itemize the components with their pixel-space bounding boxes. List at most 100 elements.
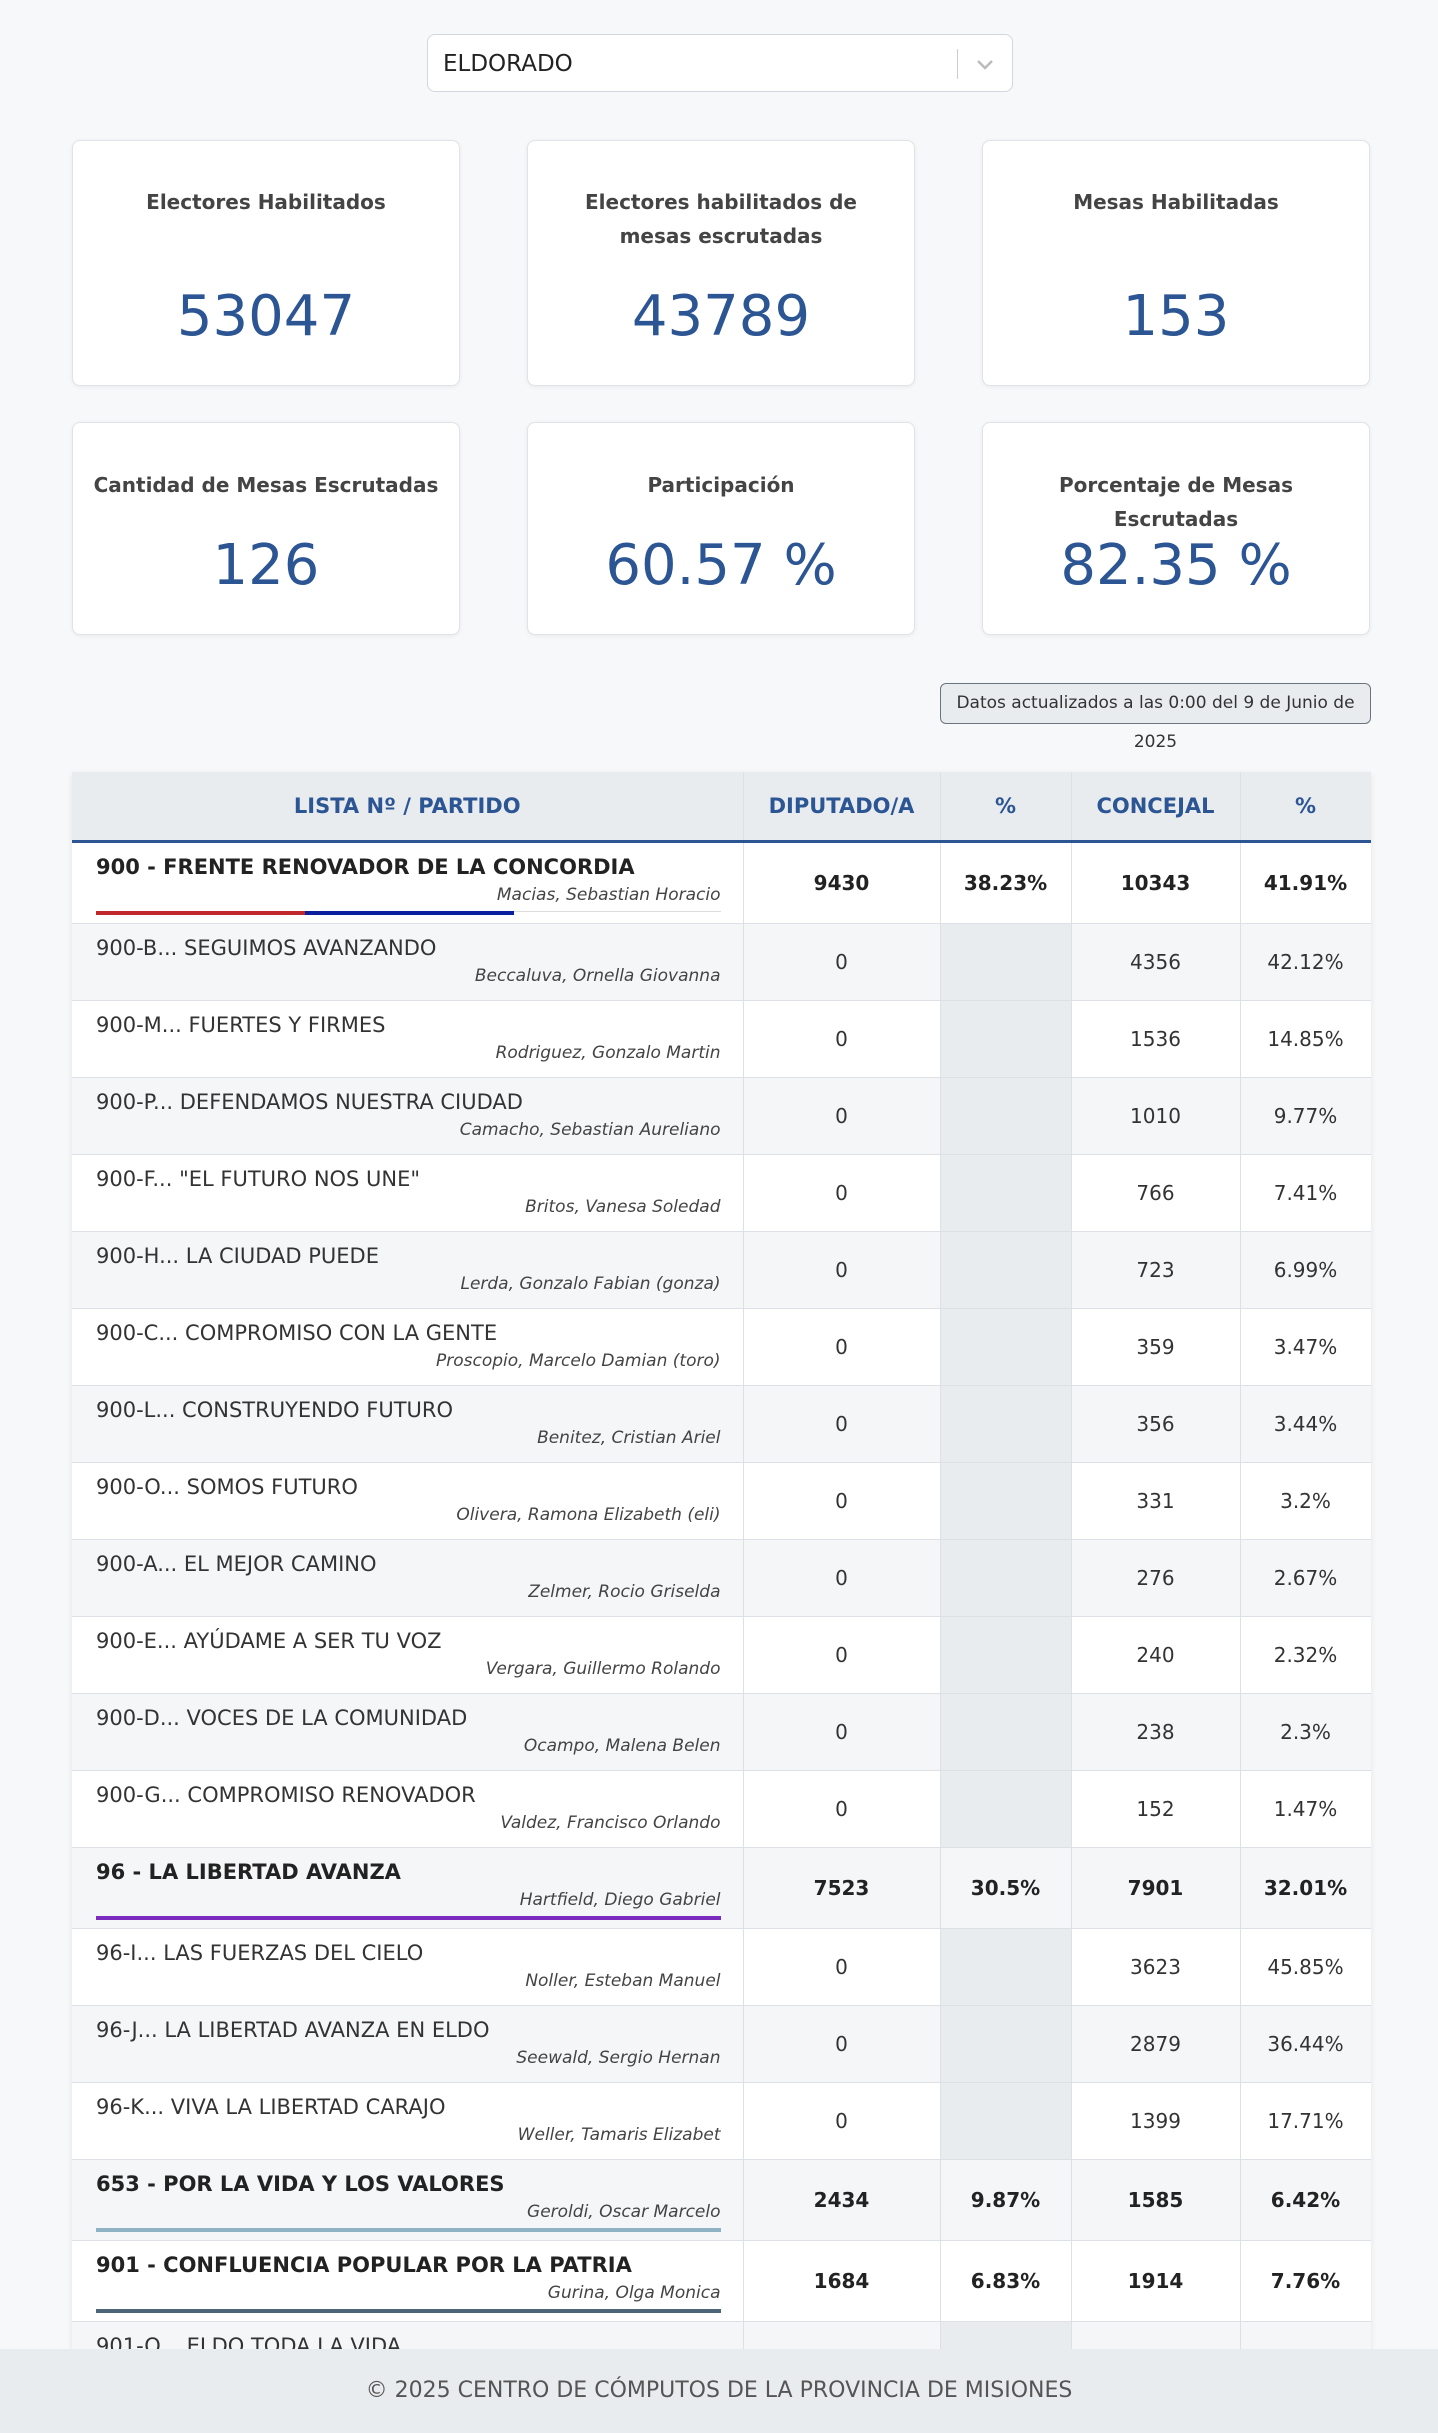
concejal-pct-cell: 6.99% <box>1240 1231 1371 1309</box>
diputado-votes-cell: 0 <box>743 1231 941 1309</box>
party-row: 653 - POR LA VIDA Y LOS VALORES Geroldi, … <box>72 2159 1371 2241</box>
concejal-pct-cell: 14.85% <box>1240 1000 1371 1078</box>
party-row: 901 - CONFLUENCIA POPULAR POR LA PATRIA G… <box>72 2240 1371 2322</box>
concejal-votes-cell: 723 <box>1071 1231 1241 1309</box>
party-name: 900 - FRENTE RENOVADOR DE LA CONCORDIA <box>96 855 635 879</box>
list-name: 96-J... LA LIBERTAD AVANZA EN ELDO <box>96 2018 490 2042</box>
concejal-pct-cell <box>1240 2321 1371 2352</box>
diputado-votes-cell: 0 <box>743 1154 941 1232</box>
list-name-cell: 900-P... DEFENDAMOS NUESTRA CIUDAD Camach… <box>72 1077 744 1155</box>
diputado-votes-cell: 0 <box>743 2082 941 2160</box>
concejal-pct-cell: 45.85% <box>1240 1928 1371 2006</box>
concejal-pct-cell: 3.44% <box>1240 1385 1371 1463</box>
candidate-name: Olivera, Ramona Elizabeth (eli) <box>456 1505 721 1525</box>
concejal-votes-cell: 1536 <box>1071 1000 1241 1078</box>
party-color-segment <box>96 911 306 915</box>
candidate-name: Geroldi, Oscar Marcelo <box>527 2202 721 2222</box>
concejal-votes-cell: 1399 <box>1071 2082 1241 2160</box>
table-header-row: LISTA Nº / PARTIDO DIPUTADO/A % CONCEJAL… <box>72 772 1371 843</box>
card-electores-habilitados: Electores Habilitados 53047 <box>72 140 460 386</box>
list-row: 901-O... ELDO TODA LA VIDA <box>72 2321 1371 2352</box>
list-name: 900-E... AYÚDAME A SER TU VOZ <box>96 1629 442 1653</box>
list-name-cell: 900-M... FUERTES Y FIRMES Rodriguez, Gonz… <box>72 1000 744 1078</box>
header-concejal: CONCEJAL <box>1071 772 1241 843</box>
diputado-votes-cell: 0 <box>743 1770 941 1848</box>
diputado-votes-cell: 0 <box>743 2005 941 2083</box>
list-name: 900-M... FUERTES Y FIRMES <box>96 1013 386 1037</box>
list-name-cell: 900-F... "EL FUTURO NOS UNE" Britos, Vane… <box>72 1154 744 1232</box>
candidate-name: Zelmer, Rocio Griselda <box>528 1582 721 1602</box>
diputado-votes-cell: 0 <box>743 1462 941 1540</box>
candidate-name: Valdez, Francisco Orlando <box>500 1813 721 1833</box>
card-mesas-escrutadas: Cantidad de Mesas Escrutadas 126 <box>72 422 460 635</box>
party-color-segment <box>96 1916 721 1920</box>
header-diputado: DIPUTADO/A <box>743 772 941 843</box>
diputado-pct-cell <box>940 2321 1072 2352</box>
card-title: Participación <box>647 473 795 497</box>
candidate-name: Seewald, Sergio Hernan <box>516 2048 721 2068</box>
candidate-name: Noller, Esteban Manuel <box>525 1971 721 1991</box>
diputado-pct-cell <box>940 2005 1072 2083</box>
concejal-votes-cell: 1010 <box>1071 1077 1241 1155</box>
concejal-pct-cell: 3.2% <box>1240 1462 1371 1540</box>
list-name-cell: 901 - CONFLUENCIA POPULAR POR LA PATRIA G… <box>72 2240 744 2322</box>
list-name-cell: 900 - FRENTE RENOVADOR DE LA CONCORDIA Ma… <box>72 841 744 924</box>
diputado-pct-cell: 9.87% <box>940 2159 1072 2241</box>
concejal-votes-cell: 766 <box>1071 1154 1241 1232</box>
diputado-pct-cell <box>940 923 1072 1001</box>
party-name: 653 - POR LA VIDA Y LOS VALORES <box>96 2172 505 2196</box>
concejal-pct-cell: 1.47% <box>1240 1770 1371 1848</box>
party-color-segment <box>96 2228 721 2232</box>
municipality-select[interactable]: ELDORADO <box>427 34 1013 92</box>
list-row: 900-O... SOMOS FUTURO Olivera, Ramona Eli… <box>72 1462 1371 1540</box>
list-name-cell: 900-O... SOMOS FUTURO Olivera, Ramona Eli… <box>72 1462 744 1540</box>
list-row: 900-M... FUERTES Y FIRMES Rodriguez, Gonz… <box>72 1000 1371 1078</box>
diputado-votes-cell: 0 <box>743 1077 941 1155</box>
party-row: 96 - LA LIBERTAD AVANZA Hartfield, Diego … <box>72 1847 1371 1929</box>
concejal-pct-cell: 42.12% <box>1240 923 1371 1001</box>
chevron-down-icon[interactable] <box>972 49 998 79</box>
candidate-name: Britos, Vanesa Soledad <box>525 1197 721 1217</box>
concejal-votes-cell <box>1071 2321 1241 2352</box>
list-name-cell: 900-L... CONSTRUYENDO FUTURO Benitez, Cri… <box>72 1385 744 1463</box>
candidate-name: Rodriguez, Gonzalo Martin <box>495 1043 721 1063</box>
candidate-name: Vergara, Guillermo Rolando <box>485 1659 721 1679</box>
diputado-votes-cell: 0 <box>743 1616 941 1694</box>
candidate-name: Gurina, Olga Monica <box>547 2283 721 2303</box>
candidate-name: Benitez, Cristian Ariel <box>537 1428 721 1448</box>
concejal-votes-cell: 356 <box>1071 1385 1241 1463</box>
concejal-pct-cell: 2.67% <box>1240 1539 1371 1617</box>
diputado-pct-cell <box>940 1616 1072 1694</box>
list-name-cell: 96-I... LAS FUERZAS DEL CIELO Noller, Est… <box>72 1928 744 2006</box>
candidate-name: Ocampo, Malena Belen <box>523 1736 721 1756</box>
list-row: 96-I... LAS FUERZAS DEL CIELO Noller, Est… <box>72 1928 1371 2006</box>
list-name: 900-L... CONSTRUYENDO FUTURO <box>96 1398 454 1422</box>
list-name-cell: 900-H... LA CIUDAD PUEDE Lerda, Gonzalo F… <box>72 1231 744 1309</box>
list-name: 901-O... ELDO TODA LA VIDA <box>96 2334 402 2352</box>
card-porcentaje-mesas: Porcentaje de Mesas Escrutadas 82.35 % <box>982 422 1370 635</box>
list-name-cell: 901-O... ELDO TODA LA VIDA <box>72 2321 744 2352</box>
candidate-name: Lerda, Gonzalo Fabian (gonza) <box>460 1274 721 1294</box>
concejal-votes-cell: 3623 <box>1071 1928 1241 2006</box>
candidate-name: Weller, Tamaris Elizabet <box>517 2125 721 2145</box>
card-value: 43789 <box>631 284 811 349</box>
list-row: 900-L... CONSTRUYENDO FUTURO Benitez, Cri… <box>72 1385 1371 1463</box>
concejal-pct-cell: 2.32% <box>1240 1616 1371 1694</box>
diputado-votes-cell: 9430 <box>743 841 941 924</box>
party-color-bar <box>96 2309 721 2313</box>
select-separator <box>957 49 958 79</box>
diputado-pct-cell <box>940 1000 1072 1078</box>
concejal-votes-cell: 359 <box>1071 1308 1241 1386</box>
list-row: 900-E... AYÚDAME A SER TU VOZ Vergara, Gu… <box>72 1616 1371 1694</box>
party-color-bar <box>96 911 721 915</box>
list-name-cell: 96 - LA LIBERTAD AVANZA Hartfield, Diego … <box>72 1847 744 1929</box>
diputado-votes-cell: 0 <box>743 1928 941 2006</box>
diputado-votes-cell: 0 <box>743 1539 941 1617</box>
list-name: 900-P... DEFENDAMOS NUESTRA CIUDAD <box>96 1090 523 1114</box>
concejal-votes-cell: 1914 <box>1071 2240 1241 2322</box>
diputado-pct-cell <box>940 1462 1072 1540</box>
list-name: 900-O... SOMOS FUTURO <box>96 1475 358 1499</box>
list-name: 96-K... VIVA LA LIBERTAD CARAJO <box>96 2095 446 2119</box>
card-participacion: Participación 60.57 % <box>527 422 915 635</box>
diputado-pct-cell: 6.83% <box>940 2240 1072 2322</box>
